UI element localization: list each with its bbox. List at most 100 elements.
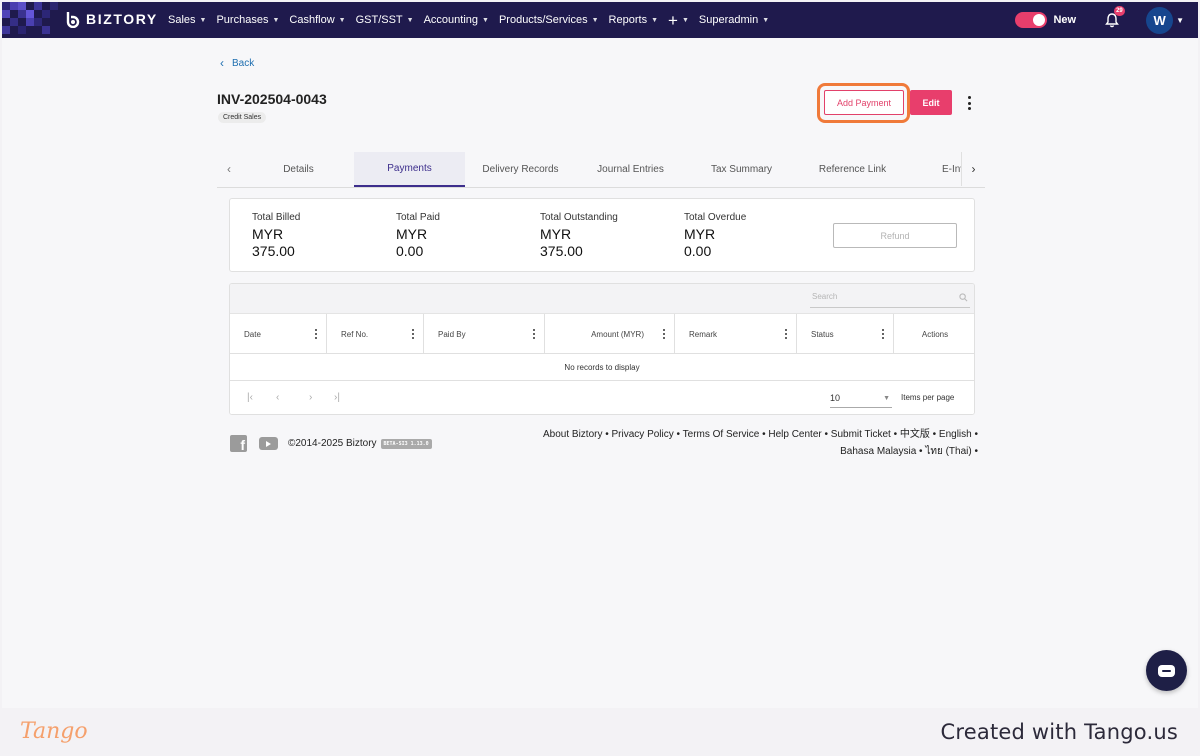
column-label: Status xyxy=(811,329,834,339)
menu-sales[interactable]: Sales ▼ xyxy=(168,14,206,26)
tab-journal-entries[interactable]: Journal Entries xyxy=(597,163,664,175)
tab-tax-summary[interactable]: Tax Summary xyxy=(710,163,773,175)
brand-logo[interactable]: BIZTORY xyxy=(64,10,158,28)
edit-button[interactable]: Edit xyxy=(910,90,952,115)
document-type-badge: Credit Sales xyxy=(218,112,267,123)
tab-e-invoice[interactable]: E-Inv xyxy=(942,163,966,175)
column-menu-icon[interactable] xyxy=(663,329,666,339)
document-tabs: ‹ Details Payments Delivery Records Jour… xyxy=(217,152,985,188)
previous-page-icon[interactable]: ‹ xyxy=(276,392,280,403)
top-navigation-bar: BIZTORY Sales ▼ Purchases ▼ Cashflow ▼ GST/… xyxy=(2,2,1198,38)
more-options-icon[interactable] xyxy=(964,94,974,112)
menu-label: Products/Services xyxy=(498,14,588,26)
version-badge: BETA-SI3 1.13.0 xyxy=(380,438,432,449)
grid-header-row: Date Ref No. Paid By Amount (MYR) Remark… xyxy=(230,314,974,354)
tango-logo: Tango xyxy=(20,719,88,744)
main-menu: Sales ▼ Purchases ▼ Cashflow ▼ GST/SST ▼ Acc… xyxy=(168,2,779,38)
tab-reference-link[interactable]: Reference Link xyxy=(818,163,887,175)
page-size-value: 10 xyxy=(830,393,841,403)
column-header-paid-by[interactable]: Paid By xyxy=(424,314,545,354)
bell-icon xyxy=(1105,13,1119,28)
menu-superadmin[interactable]: Superadmin ▼ xyxy=(699,14,769,26)
summary-currency: MYR xyxy=(396,226,428,242)
column-menu-icon[interactable] xyxy=(785,329,788,339)
back-link[interactable]: ‹ Back xyxy=(220,56,254,70)
chat-button[interactable] xyxy=(1146,650,1187,691)
menu-label: Purchases xyxy=(216,14,269,26)
menu-purchases[interactable]: Purchases ▼ xyxy=(216,14,279,26)
column-header-date[interactable]: Date xyxy=(230,314,327,354)
notifications-button[interactable]: 29 xyxy=(1104,6,1125,28)
search-input[interactable]: Search xyxy=(810,290,970,308)
tango-footer-bar: Tango Created with Tango.us xyxy=(0,710,1200,756)
column-menu-icon[interactable] xyxy=(882,329,885,339)
caret-down-icon: ▼ xyxy=(482,16,489,24)
column-header-status[interactable]: Status xyxy=(797,314,894,354)
search-icon xyxy=(959,293,968,302)
invoice-number-title: INV-202504-0043 xyxy=(217,91,327,107)
total-overdue: Total Overdue MYR 0.00 xyxy=(684,212,746,260)
column-label: Amount (MYR) xyxy=(591,329,644,339)
last-page-icon[interactable]: ›| xyxy=(334,392,340,403)
summary-currency: MYR xyxy=(684,226,716,242)
summary-currency: MYR xyxy=(540,226,572,242)
summary-amount: 375.00 xyxy=(252,243,295,259)
column-header-remark[interactable]: Remark xyxy=(675,314,797,354)
tab-delivery-records[interactable]: Delivery Records xyxy=(482,163,559,175)
summary-label: Total Overdue xyxy=(684,212,747,223)
chat-bubble-icon xyxy=(1158,664,1175,677)
column-header-ref-no[interactable]: Ref No. xyxy=(327,314,424,354)
notification-count-badge: 29 xyxy=(1114,6,1125,16)
total-billed: Total Billed MYR 375.00 xyxy=(252,212,300,260)
tab-scroll-left-icon[interactable]: ‹ xyxy=(227,162,231,176)
copyright: ©2014-2025 Biztory BETA-SI3 1.13.0 xyxy=(288,438,432,449)
tab-details[interactable]: Details xyxy=(283,163,314,175)
menu-accounting[interactable]: Accounting ▼ xyxy=(424,14,489,26)
menu-quick-add[interactable]: + ▼ xyxy=(668,12,689,29)
chevron-left-icon: ‹ xyxy=(220,56,224,70)
caret-down-icon: ▼ xyxy=(272,16,280,24)
footer-links: About Biztory • Privacy Policy • Terms O… xyxy=(538,426,978,460)
menu-cashflow[interactable]: Cashflow ▼ xyxy=(289,14,345,26)
facebook-icon[interactable]: f xyxy=(230,435,247,452)
footer-links-line[interactable]: About Biztory • Privacy Policy • Terms O… xyxy=(542,429,978,440)
highlight-ring xyxy=(817,83,910,123)
user-avatar[interactable]: W xyxy=(1146,6,1174,34)
column-menu-icon[interactable] xyxy=(412,329,415,339)
caret-down-icon: ▼ xyxy=(591,16,599,24)
caret-down-icon: ▼ xyxy=(338,16,346,24)
caret-down-icon: ▼ xyxy=(651,16,659,24)
footer-links-line[interactable]: Bahasa Malaysia • ไทย (Thai) • xyxy=(840,446,978,457)
first-page-icon[interactable]: |‹ xyxy=(247,392,253,403)
column-header-amount[interactable]: Amount (MYR) xyxy=(545,314,675,354)
biztory-logo-icon xyxy=(66,12,80,28)
menu-gst-sst[interactable]: GST/SST ▼ xyxy=(356,14,414,26)
youtube-icon[interactable] xyxy=(259,437,278,450)
app-window: BIZTORY Sales ▼ Purchases ▼ Cashflow ▼ GST/… xyxy=(2,2,1198,708)
top-right-controls: New 29 W ▼ xyxy=(1015,2,1198,38)
new-ui-toggle[interactable] xyxy=(1015,12,1048,28)
page-size-select[interactable]: 10 ▼ xyxy=(830,390,892,408)
back-label: Back xyxy=(232,57,255,69)
tab-scroll-right-icon[interactable]: › xyxy=(961,152,985,186)
column-label: Ref No. xyxy=(341,329,369,339)
chevron-down-icon[interactable]: ▼ xyxy=(1176,15,1184,25)
column-menu-icon[interactable] xyxy=(315,329,318,339)
column-label: Actions xyxy=(921,329,949,339)
menu-reports[interactable]: Reports ▼ xyxy=(609,14,658,26)
next-page-icon[interactable]: › xyxy=(309,392,313,403)
menu-products-services[interactable]: Products/Services ▼ xyxy=(499,14,599,26)
menu-label: Sales xyxy=(168,14,196,26)
caret-down-icon: ▼ xyxy=(199,16,207,24)
refund-button[interactable]: Refund xyxy=(833,223,957,248)
summary-label: Total Paid xyxy=(396,212,440,223)
column-header-actions: Actions xyxy=(894,314,974,354)
grid-toolbar: Search xyxy=(230,284,974,314)
grid-pager: |‹ ‹ › ›| 10 ▼ Items per page xyxy=(230,382,974,414)
add-payment-button[interactable]: Add Payment xyxy=(824,90,904,115)
caret-down-icon: ▼ xyxy=(762,16,770,24)
summary-label: Total Outstanding xyxy=(540,212,618,223)
tab-payments[interactable]: Payments xyxy=(354,152,465,187)
column-label: Paid By xyxy=(438,329,466,339)
column-menu-icon[interactable] xyxy=(533,329,536,339)
